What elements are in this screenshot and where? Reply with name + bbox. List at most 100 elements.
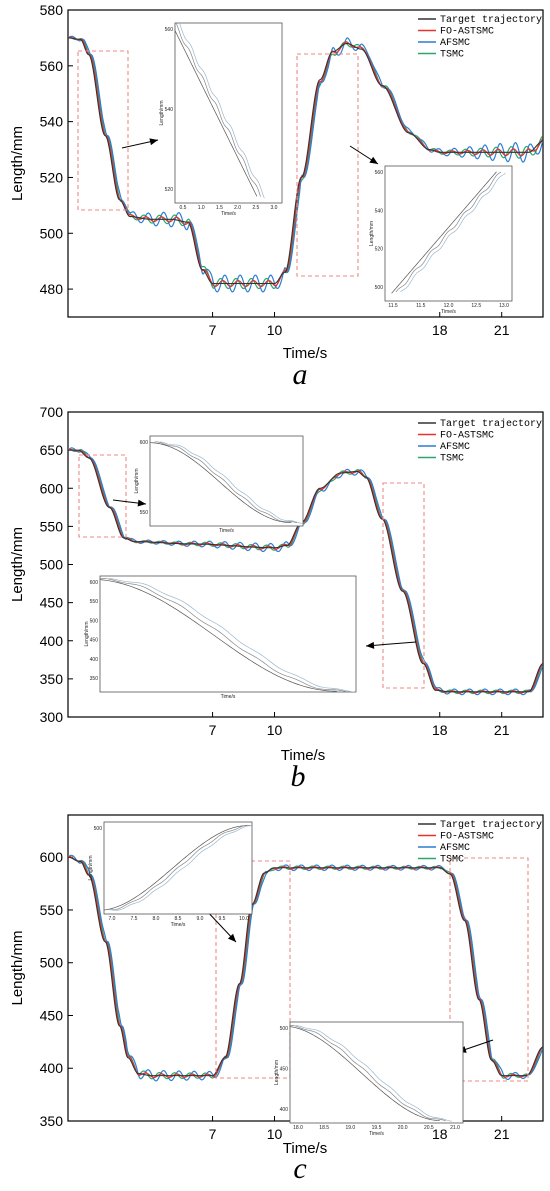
inset-x-tick-label: 18.0 bbox=[293, 1125, 303, 1131]
inset-y-axis-label: Length/mm bbox=[134, 468, 140, 493]
chart-panel-c: 350 400 450 500 550 600 7 10 18 21 Time/s Length/mm… bbox=[9, 814, 544, 1185]
inset-x-tick-label: 7.5 bbox=[131, 916, 138, 922]
inset-y-tick-label: 500 bbox=[94, 826, 103, 832]
inset-y-axis-label: Length/mm bbox=[274, 1060, 280, 1085]
plot-frame bbox=[67, 9, 544, 318]
inset-x-axis-label: Time/s bbox=[219, 528, 234, 534]
x-tick-label: 18 bbox=[432, 322, 448, 338]
inset-y-tick-label: 600 bbox=[140, 440, 149, 446]
inset-x-tick-label: 12.0 bbox=[444, 303, 454, 309]
legend-entry: Target trajectory bbox=[440, 418, 542, 430]
legend-entry: FO-ASTSMC bbox=[440, 431, 494, 442]
series-line-target bbox=[68, 37, 543, 285]
inset-y-tick-label: 560 bbox=[165, 27, 174, 33]
inset-series-line bbox=[108, 578, 355, 692]
x-axis-label: Time/s bbox=[281, 747, 325, 764]
inset-y-axis-label: Length/mm bbox=[88, 855, 94, 880]
inset-series-line bbox=[150, 442, 292, 524]
inset-series-line bbox=[159, 441, 303, 524]
y-axis-label: Length/mm bbox=[9, 527, 26, 602]
zoom-region-box bbox=[215, 860, 291, 1079]
inset-x-tick-label: 20.5 bbox=[424, 1125, 434, 1131]
inset-x-axis-label: Time/s bbox=[221, 211, 236, 217]
panel-label: b bbox=[291, 760, 306, 793]
inset-x-tick-label: 20.0 bbox=[398, 1125, 408, 1131]
arrow-head bbox=[137, 499, 146, 507]
y-tick-label: 350 bbox=[40, 1113, 64, 1129]
inset-y-axis-label: Length/mm bbox=[84, 621, 90, 646]
inset-series-line bbox=[100, 578, 346, 692]
inset-y-tick-label: 540 bbox=[165, 107, 174, 113]
inset-x-tick-label: 2.5 bbox=[252, 205, 259, 211]
arrow-head bbox=[366, 641, 375, 649]
inset-y-tick-label: 450 bbox=[90, 638, 99, 644]
inset-y-tick-label: 540 bbox=[375, 208, 384, 214]
inset-frame bbox=[174, 22, 283, 204]
inset-plot: 600 550 500 450 400 350 Time/s Length/mm bbox=[84, 575, 357, 700]
inset-y-tick-label: 400 bbox=[90, 657, 99, 663]
inset-frame bbox=[103, 821, 253, 915]
inset-x-tick-label: 19.0 bbox=[345, 1125, 355, 1131]
inset-x-tick-label: 13.0 bbox=[499, 303, 509, 309]
inset-y-tick-label: 350 bbox=[90, 676, 99, 682]
inset-y-tick-label: 450 bbox=[280, 1067, 289, 1073]
inset-y-tick-label: 500 bbox=[90, 618, 99, 624]
y-tick-label: 600 bbox=[40, 849, 64, 865]
x-tick-label: 7 bbox=[209, 722, 217, 738]
y-tick-label: 520 bbox=[40, 169, 64, 185]
y-tick-label: 600 bbox=[40, 480, 64, 496]
y-tick-label: 450 bbox=[40, 1007, 64, 1023]
y-tick-label: 450 bbox=[40, 595, 64, 611]
inset-series-line bbox=[175, 23, 261, 197]
y-tick-label: 500 bbox=[40, 225, 64, 241]
inset-x-tick-label: 8.5 bbox=[175, 916, 182, 922]
inset-plot: 18.0 18.5 19.0 19.5 20.0 20.5 21.0 500 450 400 Tim… bbox=[274, 1021, 464, 1137]
inset-x-tick-label: 2.0 bbox=[234, 205, 241, 211]
y-tick-label: 550 bbox=[40, 518, 64, 534]
inset-series-line bbox=[290, 1025, 446, 1121]
inset-y-axis-label: Length/mm bbox=[159, 100, 165, 125]
inset-series-line bbox=[395, 171, 502, 293]
series-line-afsmc bbox=[68, 35, 543, 293]
inset-x-axis-label: Time/s bbox=[221, 694, 236, 700]
inset-x-axis-label: Time/s bbox=[171, 922, 186, 928]
x-tick-label: 10 bbox=[267, 1126, 283, 1142]
inset-y-tick-label: 550 bbox=[140, 510, 149, 516]
inset-y-tick-label: 500 bbox=[375, 285, 384, 291]
chart-panel-a: 480 500 520 540 560 580 7 10 18 21 Time/s Length/mm… bbox=[9, 2, 544, 391]
inset-x-tick-label: 9.0 bbox=[197, 916, 204, 922]
zoom-region-box bbox=[78, 454, 127, 538]
y-axis-label: Length/mm bbox=[9, 930, 26, 1005]
inset-x-tick-label: 8.0 bbox=[153, 916, 160, 922]
x-tick-label: 10 bbox=[267, 722, 283, 738]
legend-entry: TSMC bbox=[440, 855, 464, 866]
series-line-fo-astsmc bbox=[68, 855, 543, 1079]
y-tick-label: 400 bbox=[40, 1060, 64, 1076]
x-tick-label: 7 bbox=[209, 322, 217, 338]
inset-y-tick-label: 520 bbox=[375, 247, 384, 253]
x-tick-label: 21 bbox=[494, 722, 510, 738]
inset-x-axis-label: Time/s bbox=[369, 1131, 384, 1137]
zoom-region-box bbox=[296, 53, 359, 277]
x-tick-label: 21 bbox=[494, 322, 510, 338]
inset-y-tick-label: 520 bbox=[165, 187, 174, 193]
inset-y-axis-label: Length/mm bbox=[369, 221, 375, 246]
legend-entry: AFSMC bbox=[440, 442, 470, 453]
y-axis-label: Length/mm bbox=[9, 126, 26, 201]
zoom-region-box bbox=[77, 50, 129, 211]
legend-entry: FO-ASTSMC bbox=[440, 832, 494, 843]
inset-x-tick-label: 18.5 bbox=[319, 1125, 329, 1131]
y-tick-label: 500 bbox=[40, 557, 64, 573]
inset-y-tick-label: 400 bbox=[280, 1107, 289, 1113]
inset-series-line bbox=[100, 579, 337, 692]
x-axis-label: Time/s bbox=[283, 345, 327, 362]
inset-series-line bbox=[400, 172, 506, 293]
x-tick-label: 10 bbox=[267, 322, 283, 338]
y-tick-label: 480 bbox=[40, 281, 64, 297]
inset-y-tick-label: 500 bbox=[280, 1026, 289, 1032]
inset-x-axis-label: Time/s bbox=[441, 309, 456, 315]
legend-entry: TSMC bbox=[440, 454, 464, 465]
inset-series-line bbox=[104, 824, 252, 911]
